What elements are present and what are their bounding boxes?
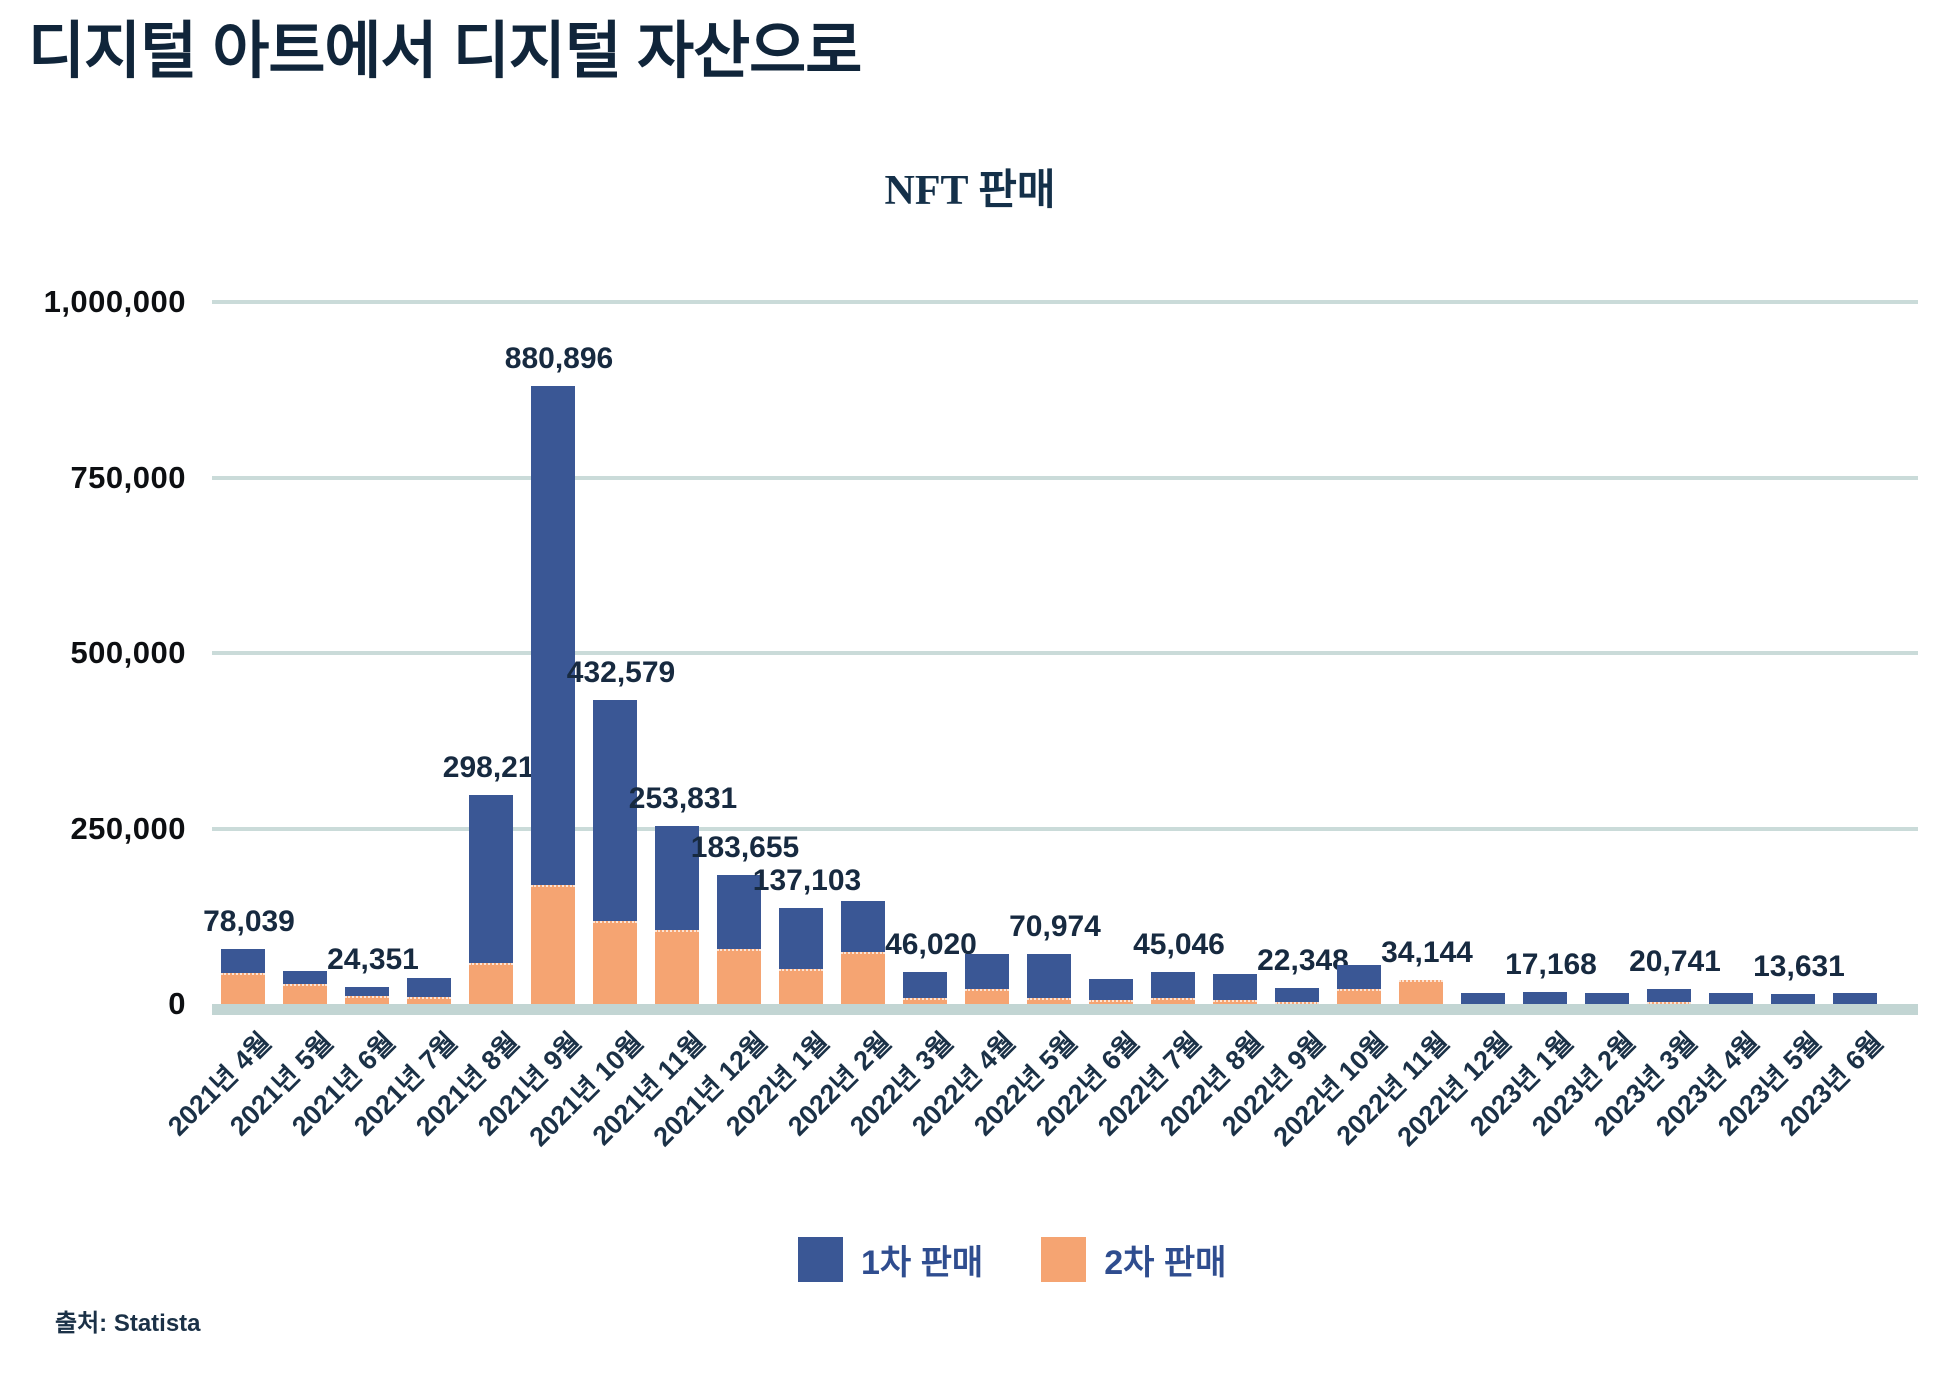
bar-value-label: 253,831 — [628, 781, 738, 815]
bar-segment-primary-sales — [531, 385, 575, 885]
secondary-sales-swatch-icon — [1041, 1237, 1087, 1282]
page-title: 디지털 아트에서 디지털 자산으로 — [28, 17, 862, 86]
bar-value-label: 432,579 — [566, 656, 676, 690]
bar-value-label: 34,144 — [1381, 936, 1473, 970]
legend-label-primary-sales: 1차 판매 — [861, 1244, 984, 1282]
bar-segment-secondary-sales — [655, 930, 699, 1004]
bar-segment-secondary-sales — [903, 998, 947, 1004]
bar-segment-primary-sales — [1833, 992, 1877, 1004]
bar-value-label: 24,351 — [327, 942, 419, 976]
bar-segment-primary-sales — [779, 907, 823, 969]
bar-segment-primary-sales — [1151, 972, 1195, 998]
bar-segment-secondary-sales — [965, 988, 1009, 1004]
bar-segment-secondary-sales — [1213, 1000, 1257, 1004]
bar-segment-secondary-sales — [1027, 998, 1071, 1004]
bar-segment-secondary-sales — [407, 997, 451, 1004]
source-note: 출처: Statista — [55, 1310, 201, 1337]
gridline — [212, 300, 1918, 304]
bar-segment-secondary-sales — [1647, 1002, 1691, 1004]
bar-segment-secondary-sales — [345, 995, 389, 1004]
bar-segment-secondary-sales — [469, 963, 513, 1004]
bar-value-label: 13,631 — [1753, 950, 1845, 984]
bar-value-label: 880,896 — [504, 341, 614, 375]
bar-value-label: 17,168 — [1505, 947, 1597, 981]
legend: 1차 판매 2차 판매 — [798, 1235, 1226, 1284]
primary-sales-swatch-icon — [798, 1237, 843, 1282]
bar-segment-primary-sales — [1709, 992, 1753, 1004]
gridline — [212, 475, 1918, 480]
bar-segment-secondary-sales — [221, 973, 265, 1004]
bar-segment-primary-sales — [1027, 954, 1071, 999]
bar-segment-secondary-sales — [1399, 980, 1443, 1004]
bar-segment-secondary-sales — [1151, 997, 1195, 1004]
bar-value-label: 78,039 — [203, 905, 295, 939]
bar-segment-primary-sales — [1089, 978, 1133, 1001]
bar-value-label: 22,348 — [1257, 944, 1349, 978]
bar-segment-primary-sales — [1275, 988, 1319, 1002]
bar-segment-secondary-sales — [531, 884, 575, 1004]
bar-segment-primary-sales — [345, 986, 389, 996]
gridline — [212, 826, 1918, 831]
bar-segment-secondary-sales — [841, 952, 885, 1004]
y-axis-tick-label: 750,000 — [70, 459, 186, 495]
bar-value-label: 46,020 — [885, 927, 977, 961]
y-axis-tick-label: 1,000,000 — [43, 284, 186, 319]
bar-segment-primary-sales — [1337, 965, 1381, 989]
bar-segment-primary-sales — [903, 971, 947, 999]
bar-segment-secondary-sales — [779, 968, 823, 1004]
bar-segment-primary-sales — [1585, 993, 1629, 1004]
bar-segment-secondary-sales — [283, 983, 327, 1004]
bar-segment-primary-sales — [1213, 973, 1257, 1001]
y-axis-tick-label: 250,000 — [70, 810, 186, 846]
bar-segment-primary-sales — [221, 949, 265, 974]
gridline — [212, 651, 1918, 655]
legend-label-secondary-sales: 2차 판매 — [1104, 1244, 1227, 1282]
legend-item-secondary-sales: 2차 판매 — [1041, 1235, 1226, 1284]
bar-value-label: 183,655 — [690, 831, 800, 865]
bar-segment-primary-sales — [1771, 994, 1815, 1004]
bar-segment-primary-sales — [965, 954, 1009, 989]
bar-segment-secondary-sales — [717, 949, 761, 1004]
bar-value-label: 20,741 — [1629, 945, 1721, 979]
y-axis-tick-label: 0 — [168, 986, 186, 1021]
bar-segment-primary-sales — [717, 875, 761, 950]
bar-segment-primary-sales — [593, 700, 637, 922]
x-axis-line — [212, 1004, 1918, 1015]
bar-segment-primary-sales — [407, 978, 451, 998]
bar-segment-primary-sales — [283, 971, 327, 984]
bar-segment-primary-sales — [841, 900, 885, 953]
chart-title: NFT 판매 — [884, 168, 1056, 214]
bar-segment-primary-sales — [1523, 991, 1567, 1004]
bar-segment-primary-sales — [1461, 993, 1505, 1004]
bar-segment-primary-sales — [655, 825, 699, 931]
bar-segment-secondary-sales — [593, 921, 637, 1004]
bar-value-label: 45,046 — [1133, 928, 1225, 962]
bar-segment-secondary-sales — [1337, 988, 1381, 1004]
bar-value-label: 70,974 — [1009, 910, 1101, 944]
y-axis-tick-label: 500,000 — [70, 635, 186, 670]
bar-value-label: 137,103 — [752, 863, 862, 897]
bar-segment-secondary-sales — [1275, 1002, 1319, 1004]
bar-segment-primary-sales — [469, 794, 513, 964]
bar-segment-secondary-sales — [1089, 1000, 1133, 1004]
bar-segment-primary-sales — [1647, 989, 1691, 1002]
legend-item-primary-sales: 1차 판매 — [798, 1235, 983, 1284]
